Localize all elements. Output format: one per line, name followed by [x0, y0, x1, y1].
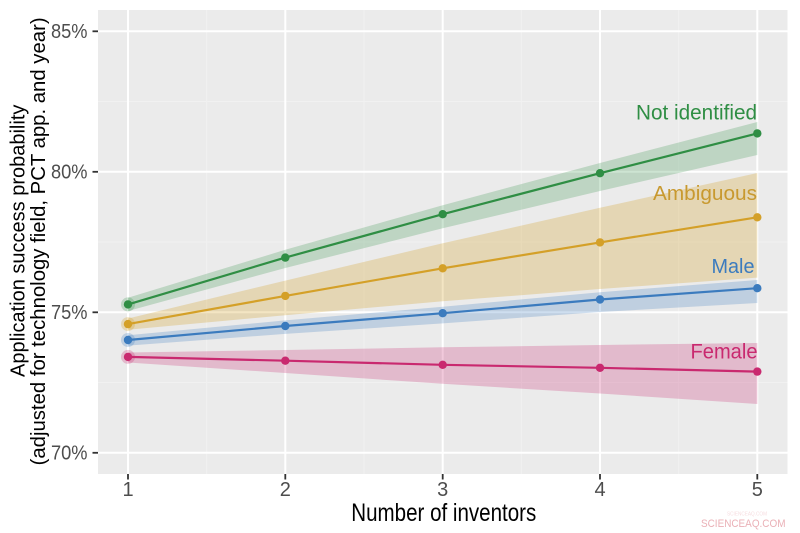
svg-text:85%: 85% — [51, 21, 88, 43]
svg-text:Male: Male — [712, 255, 755, 278]
svg-text:(adjusted for technology field: (adjusted for technology field, PCT app.… — [28, 17, 50, 465]
svg-text:5: 5 — [752, 479, 763, 501]
svg-text:3: 3 — [437, 479, 448, 501]
svg-text:SCIENCEAQ.COM: SCIENCEAQ.COM — [727, 512, 767, 518]
svg-text:4: 4 — [594, 479, 605, 501]
svg-text:Number of inventors: Number of inventors — [351, 499, 536, 527]
svg-text:Not identified: Not identified — [636, 102, 757, 125]
svg-text:Application success probabilit: Application success probability — [8, 105, 30, 377]
svg-text:Ambiguous: Ambiguous — [653, 182, 757, 205]
svg-text:1: 1 — [122, 479, 133, 501]
svg-text:80%: 80% — [51, 161, 88, 183]
svg-text:Female: Female — [691, 341, 758, 364]
svg-text:75%: 75% — [51, 302, 88, 324]
svg-text:SCIENCEAQ.COM: SCIENCEAQ.COM — [701, 518, 786, 530]
svg-text:2: 2 — [280, 479, 291, 501]
svg-text:70%: 70% — [51, 442, 88, 464]
